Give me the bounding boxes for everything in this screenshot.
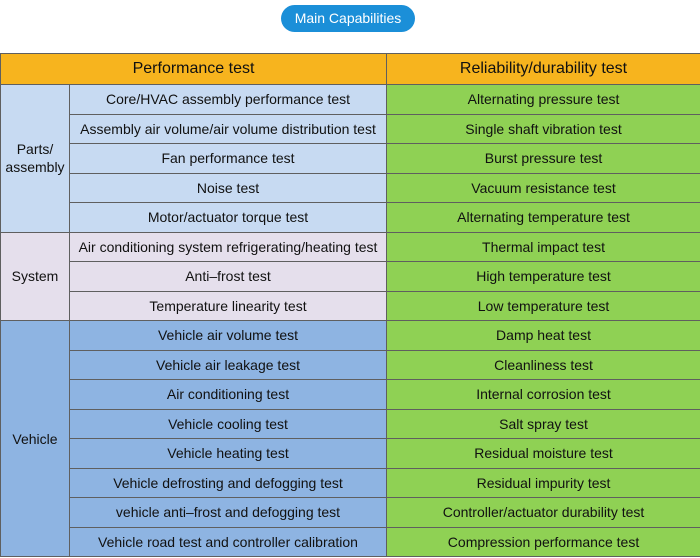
- performance-cell: Noise test: [68, 172, 388, 203]
- group-parts-assembly: Parts/ assembly: [0, 84, 70, 233]
- performance-cell: Motor/actuator torque test: [68, 202, 388, 233]
- table-header-row: Performance test Reliability/durability …: [0, 53, 700, 85]
- table-row: Fan performance test Burst pressure test: [1, 143, 700, 174]
- reliability-cell: High temperature test: [386, 261, 700, 292]
- performance-cell: Fan performance test: [68, 143, 388, 174]
- reliability-cell: Controller/actuator durability test: [386, 497, 700, 528]
- reliability-cell: Low temperature test: [386, 290, 700, 321]
- performance-cell: Air conditioning test: [68, 379, 388, 410]
- performance-cell: Anti–frost test: [68, 261, 388, 292]
- performance-cell: Vehicle air leakage test: [68, 349, 388, 380]
- reliability-cell: Alternating temperature test: [386, 202, 700, 233]
- table-row: Vehicle cooling test Salt spray test: [1, 408, 700, 439]
- performance-cell: Vehicle cooling test: [68, 408, 388, 439]
- performance-cell: vehicle anti–frost and defogging test: [68, 497, 388, 528]
- performance-cell: Vehicle heating test: [68, 438, 388, 469]
- main-capabilities-badge: Main Capabilities: [281, 5, 415, 32]
- reliability-cell: Salt spray test: [386, 408, 700, 439]
- performance-cell: Temperature linearity test: [68, 290, 388, 321]
- reliability-cell: Compression performance test: [386, 526, 700, 557]
- reliability-cell: Burst pressure test: [386, 143, 700, 174]
- capabilities-table: Performance test Reliability/durability …: [0, 53, 700, 557]
- table-row: Vehicle defrosting and defogging test Re…: [1, 467, 700, 498]
- table-row: Assembly air volume/air volume distribut…: [1, 113, 700, 144]
- reliability-cell: Single shaft vibration test: [386, 113, 700, 144]
- table-row: Parts/ assembly Core/HVAC assembly perfo…: [0, 84, 700, 233]
- group-system: System: [0, 231, 70, 321]
- table-row: Vehicle heating test Residual moisture t…: [1, 438, 700, 469]
- table-row: Vehicle road test and controller calibra…: [1, 526, 700, 557]
- table-row: Air conditioning test Internal corrosion…: [1, 379, 700, 410]
- reliability-cell: Damp heat test: [386, 320, 700, 351]
- reliability-cell: Thermal impact test: [386, 231, 700, 262]
- reliability-cell: Cleanliness test: [386, 349, 700, 380]
- performance-test-header: Performance test: [0, 53, 388, 85]
- performance-cell: Vehicle road test and controller calibra…: [68, 526, 388, 557]
- performance-cell: Air conditioning system refrigerating/he…: [68, 231, 388, 262]
- reliability-cell: Residual impurity test: [386, 467, 700, 498]
- reliability-cell: Residual moisture test: [386, 438, 700, 469]
- reliability-cell: Internal corrosion test: [386, 379, 700, 410]
- table-row: Motor/actuator torque test Alternating t…: [1, 202, 700, 233]
- table-row: vehicle anti–frost and defogging test Co…: [1, 497, 700, 528]
- table-row: Noise test Vacuum resistance test: [1, 172, 700, 203]
- reliability-test-header: Reliability/durability test: [386, 53, 700, 85]
- reliability-cell: Alternating pressure test: [386, 84, 700, 115]
- table-row: Temperature linearity test Low temperatu…: [1, 290, 700, 321]
- group-vehicle: Vehicle: [0, 320, 70, 557]
- table-row: Vehicle Vehicle air volume test Damp hea…: [0, 320, 700, 557]
- table-row: System Air conditioning system refrigera…: [0, 231, 700, 321]
- table-row: Anti–frost test High temperature test: [1, 261, 700, 292]
- performance-cell: Core/HVAC assembly performance test: [68, 84, 388, 115]
- reliability-cell: Vacuum resistance test: [386, 172, 700, 203]
- performance-cell: Vehicle defrosting and defogging test: [68, 467, 388, 498]
- performance-cell: Assembly air volume/air volume distribut…: [68, 113, 388, 144]
- table-row: Vehicle air leakage test Cleanliness tes…: [1, 349, 700, 380]
- performance-cell: Vehicle air volume test: [68, 320, 388, 351]
